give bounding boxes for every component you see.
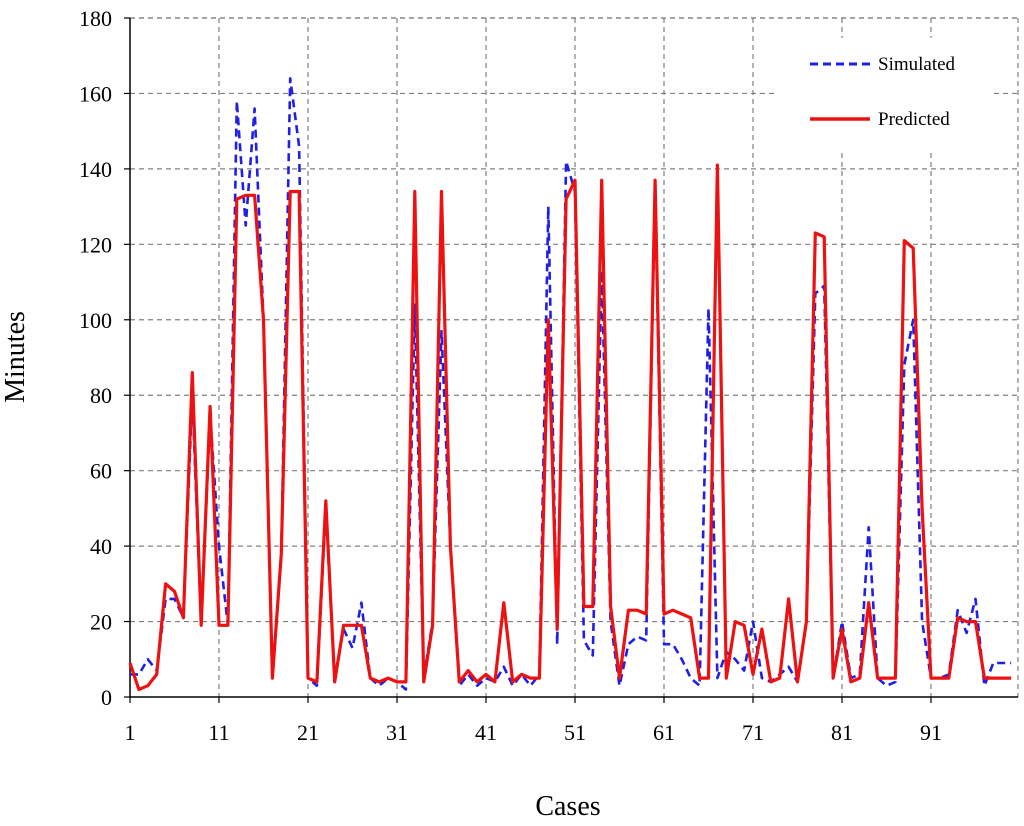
x-tick-label: 51 xyxy=(564,720,586,745)
x-tick-label: 81 xyxy=(831,720,853,745)
x-tick-label: 61 xyxy=(653,720,675,745)
legend-box xyxy=(778,38,990,152)
y-tick-label: 20 xyxy=(90,610,112,635)
y-tick-label: 120 xyxy=(79,232,112,257)
x-tick-label: 41 xyxy=(475,720,497,745)
y-tick-label: 140 xyxy=(79,157,112,182)
x-tick-label: 71 xyxy=(742,720,764,745)
x-tick-label: 11 xyxy=(208,720,229,745)
legend-simulated-label: Simulated xyxy=(878,54,956,75)
x-tick-label: 21 xyxy=(297,720,319,745)
axes xyxy=(124,17,1018,703)
y-tick-label: 100 xyxy=(79,308,112,333)
y-tick-label: 0 xyxy=(101,685,112,710)
legend: Simulated Predicted xyxy=(778,38,990,152)
y-tick-label: 180 xyxy=(79,6,112,31)
x-tick-label: 91 xyxy=(920,720,942,745)
grid-lines xyxy=(130,17,1019,697)
y-tick-label: 80 xyxy=(90,383,112,408)
y-axis-title: Minutes xyxy=(0,311,31,403)
y-tick-label: 60 xyxy=(90,459,112,484)
legend-predicted-label: Predicted xyxy=(878,109,950,130)
series-line-predicted xyxy=(128,163,1012,692)
y-tick-label: 40 xyxy=(90,534,112,559)
y-tick-label: 160 xyxy=(79,81,112,106)
series-layer xyxy=(128,77,1012,692)
x-axis-title: Cases xyxy=(535,791,600,822)
x-tick-label: 31 xyxy=(386,720,408,745)
x-tick-label: 1 xyxy=(125,720,136,745)
